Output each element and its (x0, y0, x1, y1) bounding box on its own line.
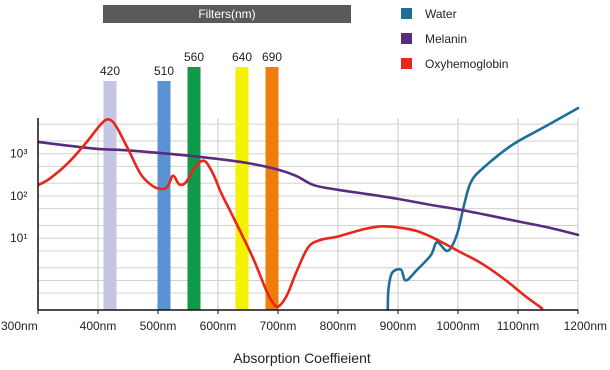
y-tick-label: 10² (10, 189, 27, 203)
x-tick-label: 700nm (260, 319, 297, 333)
legend-label-water: Water (425, 7, 457, 21)
filter-label-560: 560 (184, 50, 204, 64)
x-tick-label: 800nm (320, 319, 357, 333)
legend-swatch-water (401, 8, 412, 19)
x-tick-label: 1200nm (564, 319, 607, 333)
filter-band-690 (265, 67, 279, 310)
filter-label-420: 420 (100, 64, 120, 78)
x-tick-label: 300nm (1, 319, 38, 333)
series-line-oxyhemoglobin (38, 118, 544, 310)
x-tick-label: 600nm (200, 319, 237, 333)
filter-band-640 (235, 67, 249, 310)
filter-bands: 420 510 560 640 690 (100, 50, 282, 310)
y-tick-label: 10¹ (10, 231, 27, 245)
y-tick-label: 10³ (10, 147, 27, 161)
x-axis-label: Absorption Coeffieient (233, 350, 371, 366)
filter-band-510 (157, 81, 171, 310)
filter-band-420 (103, 81, 117, 310)
legend-swatch-oxyhemoglobin (401, 58, 412, 69)
series-line-melanin (38, 140, 580, 237)
grid (37, 118, 579, 310)
chart-title: Filters(nm) (198, 7, 255, 21)
filter-band-560 (187, 67, 201, 310)
filters-banner-bg (103, 5, 351, 23)
x-tick-label: 500nm (140, 319, 177, 333)
series-lines (38, 106, 580, 310)
x-tick-label: 1000nm (436, 319, 479, 333)
x-tick-label: 1100nm (497, 319, 539, 333)
filter-label-510: 510 (154, 64, 174, 78)
legend: Water Melanin Oxyhemoglobin (401, 7, 508, 71)
filters-banner: Filters(nm) (103, 5, 351, 23)
x-tick-label: 400nm (80, 319, 117, 333)
filter-label-690: 690 (262, 50, 282, 64)
legend-label-oxyhemoglobin: Oxyhemoglobin (425, 57, 508, 71)
filter-label-640: 640 (232, 50, 252, 64)
axes: 300nm 400nm 500nm 600nm 700nm 800nm 900nm 1000n… (1, 118, 607, 366)
series-line-water (386, 106, 580, 310)
legend-swatch-melanin (401, 33, 412, 44)
legend-label-melanin: Melanin (425, 32, 467, 46)
x-tick-label: 900nm (380, 319, 417, 333)
